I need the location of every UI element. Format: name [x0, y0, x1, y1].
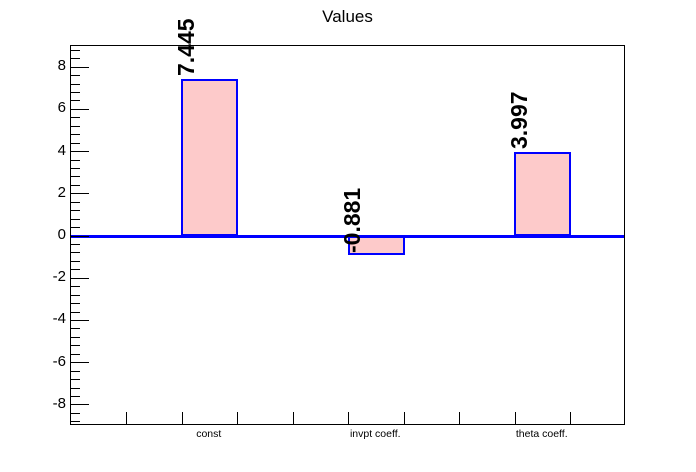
bar-invpt-coeff [347, 236, 405, 255]
y-axis-minor-tick [71, 328, 80, 330]
y-axis-minor-tick [71, 159, 80, 161]
y-axis-major-tick [71, 193, 89, 195]
y-axis-minor-tick [71, 75, 80, 77]
x-axis-tick [237, 412, 238, 424]
zero-line [71, 234, 624, 238]
x-axis-tick [514, 412, 516, 424]
y-axis-minor-tick [71, 134, 80, 136]
y-axis-minor-tick [71, 336, 80, 338]
y-axis-tick-label: -4 [52, 310, 66, 328]
x-axis-category-label: theta coeff. [515, 428, 568, 440]
bar-const [181, 78, 239, 236]
y-axis-minor-tick [71, 58, 80, 60]
y-axis-minor-tick [71, 210, 80, 212]
y-axis-minor-tick [71, 167, 80, 169]
plot-frame [70, 45, 625, 425]
y-axis-minor-tick [71, 142, 80, 144]
y-axis-tick-label: -6 [52, 352, 66, 370]
y-axis-major-tick [71, 66, 89, 68]
x-axis-tick [348, 412, 349, 424]
y-axis-minor-tick [71, 387, 80, 389]
bar-value-label: 7.445 [172, 18, 199, 76]
y-axis-minor-tick [71, 117, 80, 119]
chart-title: Values [322, 7, 373, 26]
y-axis-major-tick [71, 151, 89, 153]
y-axis-major-tick [71, 319, 89, 321]
y-axis-tick-label: 2 [57, 183, 66, 201]
x-axis-tick [181, 412, 183, 424]
y-axis-minor-tick [71, 125, 80, 127]
x-axis-tick [570, 412, 571, 424]
y-axis-minor-tick [71, 49, 80, 51]
x-axis-tick [403, 412, 405, 424]
y-axis-minor-tick [71, 286, 80, 288]
y-axis-minor-tick [71, 218, 80, 220]
y-axis-minor-tick [71, 176, 80, 178]
y-axis-minor-tick [71, 311, 80, 313]
y-axis-major-tick [71, 277, 89, 279]
x-axis-tick [292, 412, 294, 424]
y-axis-minor-tick [71, 421, 80, 423]
y-axis-minor-tick [71, 184, 80, 186]
x-axis-category-label: invpt coeff. [349, 428, 401, 440]
x-axis-tick [126, 412, 127, 424]
y-axis-minor-tick [71, 252, 80, 254]
y-axis-minor-tick [71, 83, 80, 85]
y-axis-minor-tick [71, 395, 80, 397]
y-axis-tick-label: 4 [57, 141, 66, 159]
bar-value-label: -0.881 [339, 187, 366, 253]
y-axis-major-tick [71, 235, 89, 237]
bar-value-label: 3.997 [505, 91, 532, 149]
y-axis-minor-tick [71, 91, 80, 93]
bar-theta-coeff [514, 151, 572, 236]
y-axis-minor-tick [71, 260, 80, 262]
y-axis-minor-tick [71, 201, 80, 203]
y-axis-minor-tick [71, 303, 80, 305]
y-axis-minor-tick [71, 345, 80, 347]
x-axis-tick [459, 412, 460, 424]
y-axis-tick-label: 0 [57, 226, 66, 243]
y-axis-minor-tick [71, 412, 80, 414]
y-axis-tick-label: -8 [52, 394, 66, 412]
y-axis-tick-label: 8 [57, 57, 66, 75]
y-axis-minor-tick [71, 294, 80, 296]
y-axis-minor-tick [71, 227, 80, 229]
y-axis-minor-tick [71, 353, 80, 355]
y-axis-minor-tick [71, 379, 80, 381]
y-axis-minor-tick [71, 370, 80, 372]
y-axis-minor-tick [71, 269, 80, 271]
y-axis-major-tick [71, 362, 89, 364]
x-axis-category-label: const [196, 428, 222, 440]
y-axis-tick-label: 6 [57, 99, 66, 117]
y-axis-major-tick [71, 404, 89, 406]
y-axis-minor-tick [71, 100, 80, 102]
y-axis-minor-tick [71, 243, 80, 245]
y-axis-tick-label: -2 [52, 268, 66, 286]
y-axis-major-tick [71, 108, 89, 110]
